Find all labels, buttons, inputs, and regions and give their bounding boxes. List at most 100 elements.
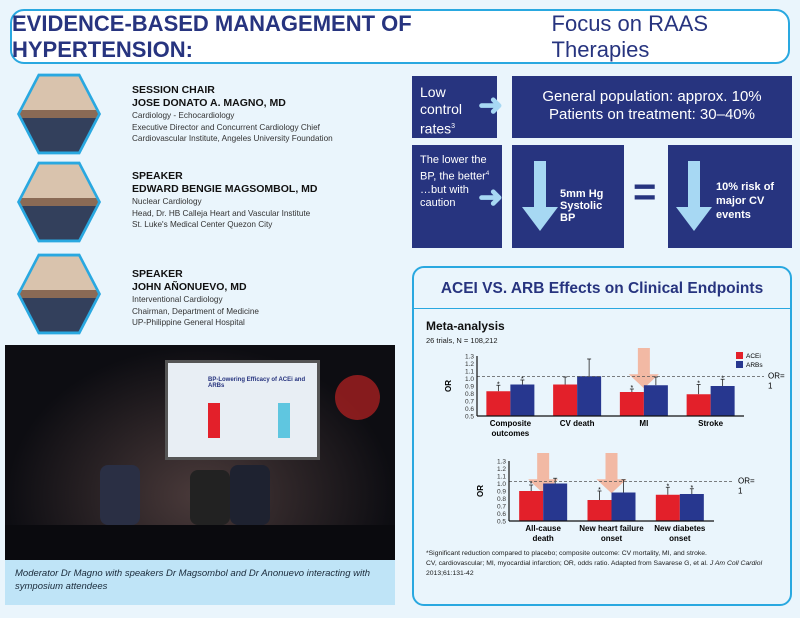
cv-risk-text: 10% risk of major CV events	[716, 181, 775, 221]
y-tick-label: 0.8	[465, 391, 474, 398]
footnote-line: 2013;61:131-42	[426, 570, 474, 577]
control-rates-box: General population: approx. 10% Patients…	[512, 76, 792, 138]
y-tick-label: 1.2	[465, 361, 474, 368]
speaker-photo-magsombol	[17, 161, 101, 243]
symposium-photo: BP-Lowering Efficacy of ACEi and ARBs	[5, 345, 395, 560]
bar-arbs	[577, 376, 602, 416]
heart-logo	[335, 375, 380, 420]
speaker-detail: UP-Philippine General Hospital	[132, 318, 245, 327]
bar-arbs	[643, 385, 668, 416]
speaker-role: SPEAKER	[132, 268, 183, 280]
y-axis-label: OR	[476, 485, 485, 497]
category-label: New heart failure	[579, 524, 644, 533]
systolic-box: 5mm Hg Systolic BP	[512, 145, 624, 248]
systolic-text: 5mm Hg Systolic BP	[560, 188, 604, 224]
speaker-block: SESSION CHAIR JOSE DONATO A. MAGNO, MD C…	[132, 84, 333, 145]
y-tick-label: 0.9	[465, 384, 474, 391]
photo-caption: Moderator Dr Magno with speakers Dr Mags…	[5, 560, 395, 605]
speaker-block: SPEAKER JOHN AÑONUEVO, MD Interventional…	[132, 268, 259, 329]
highlight-arrow-icon	[593, 453, 627, 494]
speaker-detail: Chairman, Department of Medicine	[132, 306, 259, 316]
ref-label: 1	[768, 382, 773, 391]
y-tick-label: 0.7	[497, 504, 506, 511]
bar-arbs	[611, 492, 636, 521]
y-axis-label: OR	[444, 380, 453, 392]
legend-label: ACEi	[746, 353, 761, 360]
acei-arb-panel: ACEI VS. ARB Effects on Clinical Endpoin…	[412, 266, 792, 606]
bar-acei	[686, 394, 711, 416]
significance-marker: *	[666, 483, 669, 490]
significance-marker: *	[697, 381, 700, 388]
significance-marker: *	[521, 376, 524, 383]
footnote: *Significant reduction compared to place…	[426, 549, 786, 579]
y-tick-label: 1.2	[497, 466, 506, 473]
chart-meta-analysis-1: 0.50.60.70.80.91.01.11.21.3 OR * * Composite…	[444, 348, 785, 438]
y-tick-label: 1.0	[497, 481, 506, 488]
y-tick-label: 0.5	[465, 414, 474, 421]
arrow-down-icon	[676, 161, 712, 231]
speaker-detail: Executive Director and Concurrent Cardio…	[132, 122, 320, 132]
y-tick-label: 1.0	[465, 376, 474, 383]
arrow-down-icon	[522, 161, 558, 231]
speaker-role: SESSION CHAIR	[132, 84, 215, 96]
y-tick-label: 0.5	[497, 519, 506, 526]
significance-marker: *	[530, 481, 533, 488]
y-tick-label: 0.6	[497, 511, 506, 518]
significance-marker: *	[690, 485, 693, 492]
footnote-ref: 4	[485, 170, 490, 177]
bar-arbs	[679, 494, 704, 521]
highlight-arrow-icon	[625, 348, 659, 389]
category-label: All-cause	[525, 524, 561, 533]
control-rate-treated: Patients on treatment: 30–40%	[549, 106, 755, 123]
bar-acei	[486, 391, 511, 416]
y-tick-label: 0.8	[497, 496, 506, 503]
meta-analysis-label: Meta-analysis	[426, 319, 505, 333]
arrow-right-icon: ➜	[478, 89, 504, 122]
bar-arbs	[510, 384, 535, 416]
bar-acei	[619, 392, 644, 416]
title-bold: EVIDENCE-BASED MANAGEMENT OF HYPERTENSIO…	[12, 10, 412, 62]
bar-arbs	[710, 386, 735, 416]
speaker-detail: Cardiovascular Institute, Angeles Univer…	[132, 134, 333, 143]
category-label: onset	[669, 534, 691, 543]
panel-heading: ACEI VS. ARB Effects on Clinical Endpoin…	[414, 268, 790, 309]
ref-label: 1	[738, 487, 743, 496]
cv-risk-box: 10% risk of major CV events	[668, 145, 792, 248]
category-label: Stroke	[698, 419, 723, 428]
speaker-role: SPEAKER	[132, 170, 183, 182]
page-title: EVIDENCE-BASED MANAGEMENT OF HYPERTENSIO…	[10, 9, 790, 64]
category-label: New diabetes	[654, 524, 706, 533]
speaker-photo-magno	[17, 73, 101, 155]
bar-acei	[655, 494, 680, 521]
y-tick-label: 1.3	[465, 354, 474, 361]
significance-marker: *	[497, 381, 500, 388]
caution-text: …but with caution	[420, 183, 469, 210]
category-label: Composite	[490, 419, 532, 428]
significance-marker: *	[631, 385, 634, 392]
y-tick-label: 1.1	[497, 474, 506, 481]
speaker-name: JOHN AÑONUEVO, MD	[132, 281, 247, 293]
legend-swatch	[736, 352, 743, 359]
legend-label: ARBs	[746, 362, 763, 369]
trials-label: 26 trials, N = 108,212	[426, 336, 498, 345]
speaker-name: EDWARD BENGIE MAGSOMBOL, MD	[132, 183, 318, 195]
speaker-name: JOSE DONATO A. MAGNO, MD	[132, 97, 286, 109]
title-subtitle: Focus on RAAS Therapies	[551, 10, 709, 62]
legend-swatch	[736, 361, 743, 368]
highlight-arrow-icon	[525, 453, 559, 494]
category-label: death	[532, 534, 553, 543]
footnote-line: CV, cardiovascular; MI, myocardial infar…	[426, 560, 710, 567]
speaker-photo-anonuevo	[17, 253, 101, 335]
significance-marker: *	[721, 375, 724, 382]
journal-name: J Am Coll Cardiol	[709, 560, 763, 567]
bar-acei	[519, 491, 544, 521]
significance-marker: *	[598, 487, 601, 494]
speaker-detail: Head, Dr. HB Calleja Heart and Vascular …	[132, 208, 311, 218]
lower-bp-text: The lower the BP, the better	[420, 154, 487, 183]
category-label: CV death	[560, 419, 595, 428]
arrow-right-icon: ➜	[478, 181, 504, 214]
category-label: onset	[601, 534, 623, 543]
speaker-block: SPEAKER EDWARD BENGIE MAGSOMBOL, MD Nucl…	[132, 170, 318, 231]
low-control-text: Low control rates	[420, 84, 463, 137]
y-tick-label: 0.9	[497, 489, 506, 496]
